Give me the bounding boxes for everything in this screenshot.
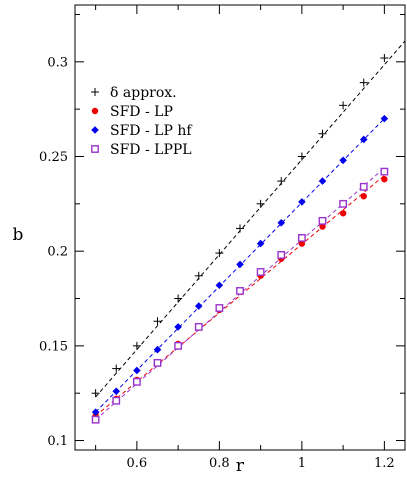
series-1-point	[318, 129, 327, 138]
legend-marker-3	[91, 126, 99, 134]
series-3-point	[112, 387, 121, 396]
legend: δ approx. SFD - LP SFD - LP hf SFD - LPPL	[91, 85, 193, 158]
x-tick-label: 1	[298, 456, 306, 471]
series-4-point	[174, 341, 183, 350]
series-4-point	[318, 216, 327, 225]
series-3-point	[174, 323, 182, 331]
fit-line-1	[95, 40, 406, 398]
data-points	[91, 54, 389, 424]
series-1-point	[91, 389, 100, 398]
series-4-point	[277, 251, 286, 259]
series-1-point	[194, 271, 203, 280]
series-1-point	[339, 101, 348, 110]
series-3-point	[277, 218, 286, 227]
x-tick-label: 0.6	[127, 456, 148, 471]
series-3-point	[194, 302, 203, 310]
series-4-point	[91, 415, 100, 424]
series-3-point	[153, 345, 162, 354]
x-axis-label: r	[236, 456, 245, 476]
x-tick-label: 1.2	[374, 456, 395, 471]
series-4-point	[194, 323, 203, 331]
series-1-point	[174, 294, 183, 303]
series-1-point	[256, 199, 265, 208]
series-4-point	[215, 304, 224, 312]
y-axis-label: b	[13, 225, 24, 245]
y-tick-label: 0.1	[47, 434, 68, 449]
series-4-point	[339, 199, 348, 208]
legend-label-4: SFD - LPPL	[110, 142, 192, 158]
series-4-point	[380, 167, 389, 176]
series-4-point	[153, 358, 162, 367]
series-1-point	[236, 224, 244, 233]
legend-label-1: δ approx.	[110, 85, 177, 101]
series-3-point	[215, 281, 224, 290]
series-4-point	[132, 377, 141, 386]
series-2-point	[319, 223, 326, 230]
series-2-point	[339, 210, 347, 217]
series-4-point	[256, 268, 265, 276]
series-1-point	[297, 152, 306, 161]
series-2-point	[381, 176, 388, 183]
series-2-point	[298, 240, 306, 247]
series-4-point	[236, 287, 244, 295]
y-tick-label: 0.2	[47, 245, 68, 260]
series-3-point	[298, 198, 306, 206]
x-axis-ticks: 0.6 0.8 1 1.2	[95, 5, 395, 471]
y-tick-label: 0.15	[39, 339, 68, 354]
series-3-point	[359, 135, 368, 144]
series-4-point	[297, 234, 306, 242]
y-axis-ticks: 0.1 0.15 0.2 0.25 0.3	[39, 13, 405, 449]
x-tick-label: 0.8	[209, 456, 230, 471]
plot-frame	[74, 4, 406, 451]
series-3-point	[256, 239, 265, 248]
legend-label-2: SFD - LP	[110, 104, 173, 120]
series-1-point	[112, 364, 121, 373]
y-tick-label: 0.25	[39, 150, 68, 165]
series-4-point	[112, 396, 121, 405]
series-2-point	[360, 193, 367, 200]
series-1-point	[380, 54, 389, 63]
legend-label-3: SFD - LP hf	[110, 123, 193, 139]
y-tick-label: 0.3	[47, 55, 68, 70]
series-1-point	[215, 249, 224, 258]
legend-marker-2	[91, 107, 99, 115]
series-3-point	[318, 177, 327, 185]
series-3-point	[339, 156, 347, 165]
series-3-point	[380, 114, 389, 123]
legend-marker-4	[91, 145, 99, 153]
series-3-point	[236, 260, 244, 269]
series-1-point	[132, 341, 141, 350]
series-3-point	[133, 366, 141, 375]
series-1-point	[359, 78, 368, 87]
series-3-point	[91, 408, 100, 416]
series-4-point	[359, 182, 368, 191]
legend-marker-1	[91, 88, 99, 96]
series-1-point	[277, 177, 286, 186]
series-1-point	[153, 317, 162, 326]
